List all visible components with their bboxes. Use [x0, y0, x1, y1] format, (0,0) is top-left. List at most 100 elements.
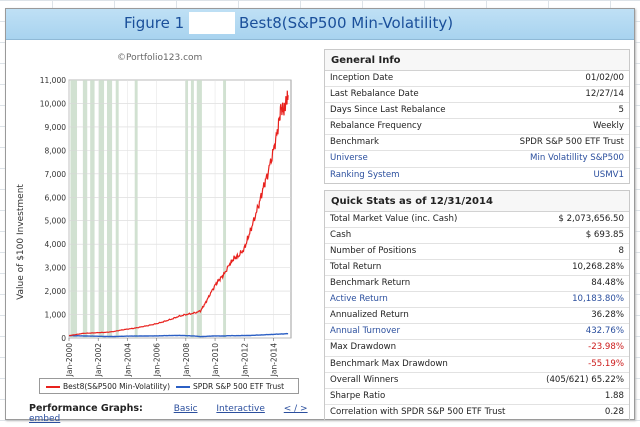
stat-label: Active Return	[330, 294, 388, 305]
stat-label: Annual Turnover	[330, 326, 400, 337]
y-tick-label: 1,000	[45, 311, 67, 320]
stat-row: Annual Turnover 432.76%	[325, 324, 629, 341]
stat-label: Days Since Last Rebalance	[330, 105, 446, 116]
stat-row: Benchmark Max Drawdown -55.19%	[325, 357, 629, 373]
stat-row: Number of Positions 8	[325, 244, 629, 260]
stat-label: Annualized Return	[330, 310, 409, 321]
stat-row: Total Return 10,268.28%	[325, 260, 629, 277]
figure-label: Figure 1	[124, 14, 185, 32]
y-tick-label: 11,000	[40, 76, 66, 85]
strategy-series-line	[68, 90, 289, 337]
stat-label: Benchmark	[330, 137, 379, 148]
y-tick-label: 9,000	[45, 123, 67, 132]
stat-value: SPDR S&P 500 ETF Trust	[519, 137, 624, 148]
shaded-period	[115, 80, 119, 338]
y-tick-label: 5,000	[45, 217, 67, 226]
stat-row: Days Since Last Rebalance 5	[325, 103, 629, 120]
stat-row: Cash $ 693.85	[325, 228, 629, 244]
stat-label: Number of Positions	[330, 245, 417, 256]
y-tick-label: 0	[61, 334, 66, 343]
y-tick-label: 4,000	[45, 240, 67, 249]
stat-value: 10,183.80%	[572, 294, 624, 305]
stat-value: Min Volatillity S&P500	[530, 153, 624, 164]
y-tick-label: 3,000	[45, 264, 67, 273]
stat-value: 5	[618, 105, 624, 116]
y-tick-label: 2,000	[45, 287, 67, 296]
legend-label-strategy: Best8(S&P500 Min-Volatility)	[63, 382, 171, 391]
stat-label: Rebalance Frequency	[330, 121, 422, 132]
shaded-period	[90, 80, 95, 338]
stat-row: Total Market Value (inc. Cash) $ 2,073,65…	[325, 212, 629, 228]
stat-row: Max Drawdown -23.98%	[325, 340, 629, 357]
stat-label: Correlation with SPDR S&P 500 ETF Trust	[330, 406, 506, 417]
stats-panel: General Info Inception Date 01/02/00 Last …	[324, 49, 630, 427]
title-bar: Figure 1 Best8(S&P500 Min-Volatility)	[6, 9, 634, 40]
shaded-period	[70, 80, 78, 338]
stat-row: Ranking System USMV1	[325, 168, 629, 183]
stat-value: 432.76%	[585, 326, 624, 337]
legend-swatch-blue	[176, 385, 190, 388]
legend-label-benchmark: SPDR S&P 500 ETF Trust	[193, 382, 285, 391]
stat-value: 1.88	[604, 390, 624, 401]
shaded-period	[134, 80, 138, 338]
x-tick-label: Jan-2002	[94, 343, 103, 377]
basic-graph-link[interactable]: Basic	[173, 404, 198, 414]
stat-label: Benchmark Return	[330, 278, 411, 289]
stat-value: -55.19%	[588, 358, 624, 369]
shaded-period	[196, 80, 202, 338]
stat-value: -23.98%	[588, 342, 624, 353]
stat-label: Cash	[330, 229, 352, 240]
stat-row: Last Rebalance Date 12/27/14	[325, 87, 629, 104]
stat-label: Max Drawdown	[330, 342, 397, 353]
y-axis-label: Value of $100 Investment	[16, 184, 26, 300]
stat-value: 8	[618, 245, 624, 256]
quick-stats-section: Quick Stats as of 12/31/2014 Total Marke…	[324, 189, 630, 421]
chart-watermark: ©Portfolio123.com	[117, 53, 203, 63]
interactive-graph-link[interactable]: Interactive	[216, 404, 265, 414]
stat-row: Universe Min Volatillity S&P500	[325, 151, 629, 168]
legend-swatch-red	[46, 385, 60, 388]
stat-row: Rebalance Frequency Weekly	[325, 119, 629, 136]
stat-value: (405/621) 65.22%	[546, 374, 624, 385]
stat-label: Total Market Value (inc. Cash)	[330, 213, 458, 224]
general-info-title: General Info	[325, 50, 629, 71]
stat-label: Overall Winners	[330, 374, 399, 385]
stat-value: $ 2,073,656.50	[558, 213, 624, 224]
figure-title: Best8(S&P500 Min-Volatility)	[239, 14, 454, 32]
x-tick-label: Jan-2014	[269, 343, 278, 377]
x-tick-label: Jan-2004	[123, 343, 132, 377]
stat-value: Weekly	[592, 121, 624, 132]
stat-row: Benchmark SPDR S&P 500 ETF Trust	[325, 135, 629, 152]
x-tick-label: Jan-2000	[65, 343, 74, 377]
shaded-period	[106, 80, 113, 338]
stat-label: Sharpe Ratio	[330, 390, 386, 401]
stat-value: USMV1	[593, 169, 624, 180]
legend-item-strategy: Best8(S&P500 Min-Volatility)	[46, 382, 170, 391]
y-tick-label: 10,000	[40, 99, 66, 108]
stat-value: 10,268.28%	[572, 261, 624, 272]
stat-value: $ 693.85	[585, 229, 624, 240]
stat-label: Inception Date	[330, 73, 394, 83]
general-info-section: General Info Inception Date 01/02/00 Last …	[324, 49, 630, 184]
stat-label: Ranking System	[330, 169, 400, 180]
y-tick-label: 6,000	[45, 193, 67, 202]
title-blank-box	[189, 12, 235, 34]
stat-value: 12/27/14	[585, 89, 624, 100]
performance-graphs-links: Performance Graphs: Basic Interactive < …	[29, 403, 316, 424]
stat-label: Last Rebalance Date	[330, 89, 419, 100]
embed-graph-link[interactable]: < / > embed	[29, 404, 308, 424]
chart-panel: ©Portfolio123.com 0 1,000 2,000 3,000 4,000 5…	[9, 47, 316, 424]
shaded-period	[190, 80, 194, 338]
stat-label: Total Return	[330, 261, 382, 272]
stat-value: 84.48%	[591, 278, 624, 289]
figure-frame: Figure 1 Best8(S&P500 Min-Volatility) ©P…	[5, 8, 635, 424]
stat-row: Active Return 10,183.80%	[325, 292, 629, 309]
stat-value: 0.28	[604, 406, 624, 417]
shaded-period	[185, 80, 189, 338]
stat-row: Inception Date 01/02/00	[325, 71, 629, 88]
quick-stats-title: Quick Stats as of 12/31/2014	[325, 190, 629, 212]
performance-graphs-label: Performance Graphs:	[29, 403, 143, 414]
stat-row: Benchmark Return 84.48%	[325, 276, 629, 293]
stat-label: Benchmark Max Drawdown	[330, 358, 448, 369]
stat-label: Universe	[330, 153, 368, 164]
